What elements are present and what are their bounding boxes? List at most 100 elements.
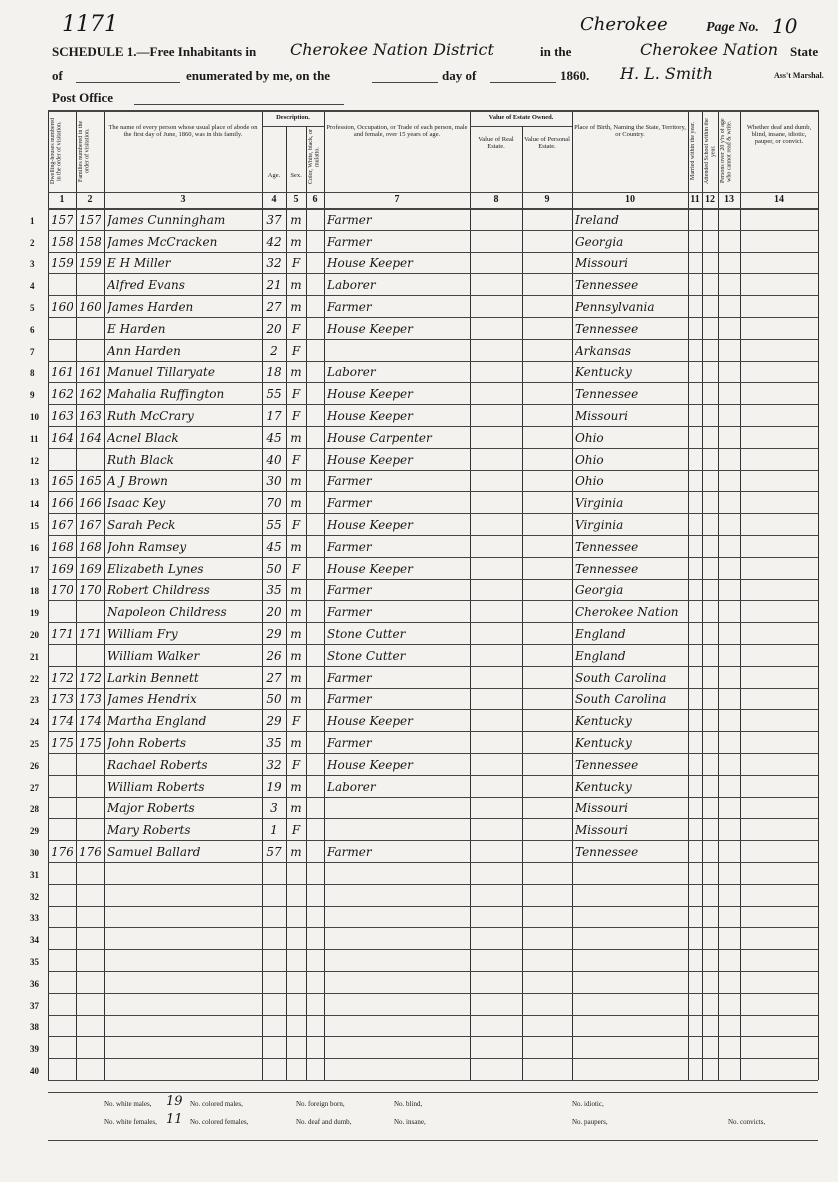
cell-birthplace: Kentucky: [575, 736, 632, 750]
cell-name: Ruth Black: [107, 452, 174, 467]
cell-dwelling: 159: [51, 256, 73, 271]
column-number: 7: [394, 194, 400, 205]
cell-sex: m: [290, 845, 302, 859]
line-number: 6: [30, 324, 35, 335]
row-rule: [48, 491, 818, 493]
cell-dwelling: 170: [51, 583, 73, 598]
line-number: 33: [30, 913, 39, 924]
line-number: 29: [30, 826, 39, 837]
column-heading: Attended School within the year.: [704, 118, 716, 184]
column-number: 13: [724, 194, 734, 205]
in-the: in the: [540, 44, 572, 59]
stamp: 1171: [62, 12, 118, 37]
cell-family: 157: [79, 212, 101, 227]
cell-sex: m: [290, 278, 302, 293]
tally-label: No. convicts,: [728, 1118, 766, 1126]
cell-dwelling: 171: [51, 627, 73, 641]
column-rule: [470, 110, 471, 1080]
page-number: 10: [772, 14, 798, 38]
line-number: 37: [30, 1000, 39, 1011]
cell-occupation: House Carpenter: [327, 430, 432, 445]
row-rule: [48, 949, 818, 951]
cell-name: James Harden: [107, 300, 194, 314]
cell-age: 21: [266, 278, 282, 293]
column-rule: [262, 110, 263, 1080]
cell-dwelling: 164: [51, 430, 73, 445]
cell-dwelling: 176: [51, 845, 73, 859]
cell-age: 27: [266, 670, 282, 685]
column-number: 8: [493, 194, 499, 205]
line-number: 21: [30, 651, 39, 662]
line-number: 8: [30, 368, 35, 379]
cell-family: 176: [79, 845, 101, 859]
cell-sex: F: [291, 387, 301, 402]
cell-sex: F: [291, 452, 301, 467]
line-number: 5: [30, 303, 35, 313]
cell-age: 2: [270, 343, 278, 358]
tally-value: 11: [166, 1112, 183, 1127]
cell-occupation: Farmer: [327, 670, 372, 685]
column-heading: Color, White, black, or mulatto.: [308, 129, 321, 185]
cell-birthplace: Pennsylvania: [575, 300, 655, 314]
cell-sex: m: [290, 648, 302, 663]
line-number: 12: [30, 455, 39, 466]
blank-line: [76, 82, 180, 83]
column-heading: Age.: [267, 172, 281, 179]
row-rule: [48, 469, 818, 471]
cell-dwelling: 157: [51, 212, 73, 227]
cell-age: 45: [266, 430, 282, 445]
cell-age: 32: [266, 757, 282, 772]
column-heading: Value of Real Estate.: [478, 136, 514, 150]
cell-birthplace: Kentucky: [575, 779, 632, 794]
cell-birthplace: South Carolina: [575, 670, 667, 685]
cell-occupation: Stone Cutter: [327, 648, 406, 663]
cell-name: James Cunningham: [107, 212, 226, 227]
line-number: 17: [30, 564, 39, 575]
cell-age: 19: [266, 779, 282, 794]
cell-sex: m: [290, 300, 302, 314]
row-rule: [48, 229, 818, 231]
cell-family: 175: [79, 736, 101, 750]
cell-family: 159: [79, 256, 101, 271]
cell-sex: F: [291, 823, 301, 838]
column-number: 11: [690, 194, 700, 205]
cell-name: William Walker: [107, 648, 200, 663]
row-rule: [48, 600, 818, 602]
district: Cherokee Nation District: [290, 40, 494, 59]
column-number: 3: [180, 194, 186, 205]
cell-sex: m: [290, 430, 302, 445]
cell-name: Manuel Tillaryate: [107, 365, 215, 380]
column-number: 1: [59, 194, 65, 205]
cell-dwelling: 163: [51, 409, 73, 423]
cell-sex: m: [290, 474, 302, 489]
row-rule: [48, 447, 818, 449]
column-heading: Whether deaf and dumb, blind, insane, id…: [746, 124, 812, 145]
cell-dwelling: 165: [51, 474, 73, 489]
cell-name: Robert Childress: [107, 583, 210, 598]
cell-sex: F: [291, 409, 301, 423]
cell-name: John Ramsey: [107, 539, 187, 554]
line-number: 11: [30, 433, 39, 444]
row-rule: [48, 709, 818, 711]
cell-birthplace: Tennessee: [575, 539, 639, 554]
row-rule: [48, 818, 818, 820]
rule: [48, 1140, 818, 1141]
tally-label: No. paupers,: [572, 1118, 608, 1126]
cell-sex: F: [291, 714, 301, 729]
column-rule: [718, 110, 719, 1080]
tally-label: No. colored males,: [190, 1100, 243, 1108]
cell-birthplace: Ohio: [575, 452, 604, 467]
column-number: 2: [87, 194, 93, 205]
cell-name: Mahalia Ruffington: [107, 387, 225, 402]
cell-occupation: House Keeper: [327, 518, 413, 532]
cell-occupation: House Keeper: [327, 561, 413, 576]
cell-birthplace: Tennessee: [575, 561, 639, 576]
cell-family: 168: [79, 539, 101, 554]
marshal-label: Ass't Marshal.: [774, 71, 824, 80]
cell-birthplace: England: [575, 648, 626, 663]
cell-birthplace: Ohio: [575, 430, 604, 445]
tally-value: 19: [166, 1094, 183, 1109]
cell-sex: F: [291, 518, 301, 532]
cell-dwelling: 160: [51, 300, 73, 314]
column-number: 4: [271, 194, 277, 205]
